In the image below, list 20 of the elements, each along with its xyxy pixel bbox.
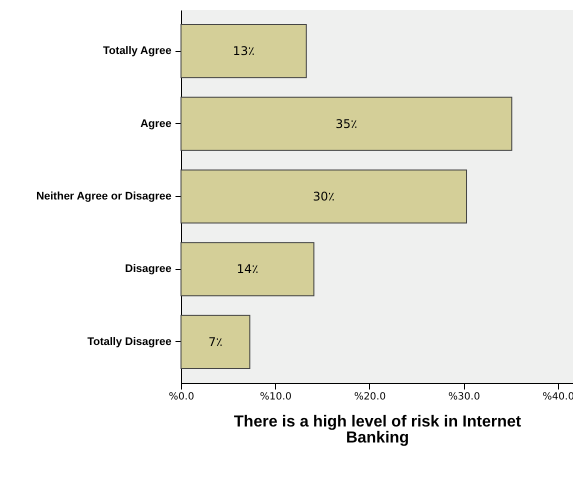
- bar: [180, 96, 512, 151]
- y-tick-label: Totally Agree: [103, 45, 172, 58]
- data-label: 13٪: [232, 44, 255, 58]
- bar: [180, 314, 250, 369]
- y-tick-label: Totally Disagree: [87, 336, 172, 348]
- y-tick-label: Disagree: [125, 263, 172, 276]
- x-tick-label: %0.0: [168, 392, 194, 402]
- bar: [180, 169, 468, 224]
- y-tick-label: Agree: [140, 118, 172, 130]
- x-axis-title: There is a high level of risk in Internet Banking: [234, 414, 522, 446]
- x-tick-label: %20.0: [354, 392, 386, 402]
- data-label: 7٪: [208, 334, 222, 349]
- x-tick-label: %10.0: [260, 392, 292, 402]
- bar: [180, 242, 314, 296]
- data-label: 35٪: [336, 116, 358, 131]
- bar: [180, 24, 307, 78]
- x-tick-label: %30.0: [448, 392, 480, 402]
- data-label: 30٪: [312, 190, 335, 204]
- y-tick-label: Neither Agree or Disagree: [36, 190, 172, 202]
- data-label: 14٪: [236, 262, 258, 276]
